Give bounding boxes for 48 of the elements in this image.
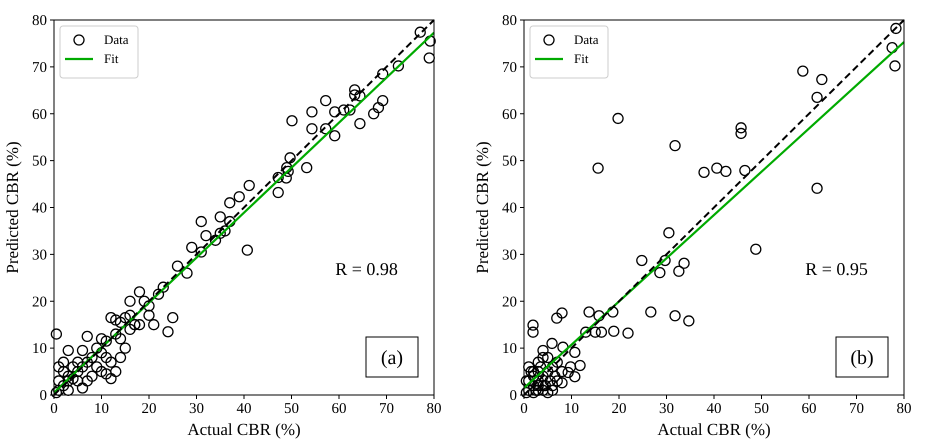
y-tick-label: 0 <box>510 388 517 404</box>
y-tick-label: 40 <box>502 200 517 216</box>
x-tick-label: 60 <box>332 401 346 417</box>
y-tick-label: 0 <box>40 388 47 404</box>
legend-label: Data <box>574 32 599 47</box>
y-tick-label: 30 <box>32 247 47 264</box>
x-tick-label: 50 <box>284 401 299 417</box>
x-tick-label: 40 <box>236 401 252 417</box>
y-tick-label: 10 <box>502 341 517 358</box>
x-tick-label: 30 <box>189 401 204 417</box>
x-tick-label: 30 <box>659 401 674 417</box>
y-tick-label: 70 <box>32 60 47 76</box>
x-axis-title: Actual CBR (%) <box>187 420 301 439</box>
x-tick-label: 40 <box>706 401 722 417</box>
legend-label: Data <box>104 32 129 47</box>
x-tick-label: 20 <box>612 401 626 417</box>
x-tick-label: 80 <box>426 401 442 417</box>
annotation: (a) <box>380 347 404 369</box>
x-tick-label: 0 <box>50 401 58 417</box>
y-tick-label: 30 <box>502 247 517 264</box>
legend-label: Fit <box>104 51 119 66</box>
y-tick-label: 50 <box>32 154 47 170</box>
x-tick-label: 60 <box>802 401 816 417</box>
x-tick-label: 10 <box>564 401 579 417</box>
y-tick-label: 10 <box>32 341 47 358</box>
annotation: (b) <box>850 347 874 369</box>
y-axis-title: Predicted CBR (%) <box>3 141 22 274</box>
y-tick-label: 60 <box>502 106 517 123</box>
y-tick-label: 20 <box>32 294 47 310</box>
y-tick-label: 50 <box>502 154 517 170</box>
legend-label: Fit <box>574 51 589 66</box>
x-tick-label: 70 <box>379 401 394 417</box>
x-tick-label: 70 <box>849 401 864 417</box>
y-tick-label: 20 <box>502 294 517 310</box>
y-tick-label: 80 <box>502 13 517 29</box>
annotation: R = 0.98 <box>335 259 398 279</box>
x-tick-label: 80 <box>896 401 912 417</box>
y-tick-label: 60 <box>32 106 47 123</box>
x-tick-label: 20 <box>142 401 156 417</box>
y-tick-label: 40 <box>32 200 47 216</box>
y-axis-title: Predicted CBR (%) <box>473 141 492 274</box>
x-tick-label: 50 <box>754 401 769 417</box>
x-tick-label: 0 <box>520 401 528 417</box>
x-axis-title: Actual CBR (%) <box>657 420 771 439</box>
y-tick-label: 80 <box>32 13 47 29</box>
x-tick-label: 10 <box>94 401 109 417</box>
y-tick-label: 70 <box>502 60 517 76</box>
annotation: R = 0.95 <box>805 259 868 279</box>
